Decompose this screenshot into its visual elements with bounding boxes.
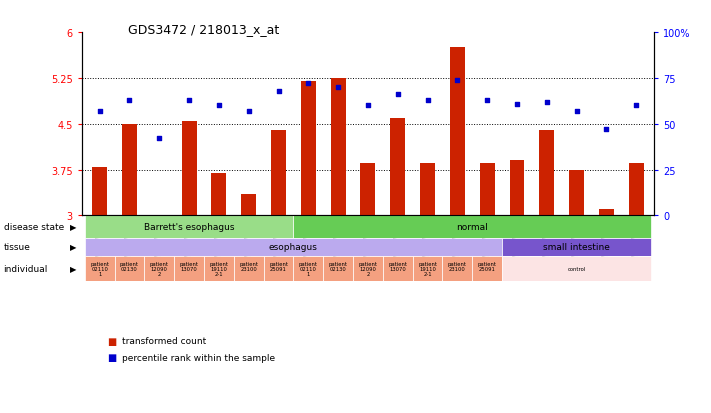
Point [124,97,135,104]
Point [481,97,493,104]
Text: patient
25091: patient 25091 [269,261,288,276]
Text: normal: normal [456,223,488,232]
Bar [570,170,584,216]
Bar [540,131,555,216]
Bar [85,256,114,281]
Point [631,103,642,109]
Text: ■: ■ [107,352,116,362]
Point [392,92,403,98]
Point [451,77,463,84]
Point [601,127,612,133]
Point [333,85,344,91]
Point [183,97,195,104]
Text: patient
23100: patient 23100 [448,261,467,276]
Bar [234,256,264,281]
Bar [390,119,405,216]
Bar [92,167,107,216]
Text: control: control [567,266,586,271]
Bar [85,216,294,238]
Point [303,81,314,88]
Bar [264,256,294,281]
Bar [294,216,651,238]
Bar [629,164,643,216]
Point [362,103,374,109]
Bar [301,82,316,216]
Text: ▶: ▶ [70,264,77,273]
Text: patient
02110
1: patient 02110 1 [90,261,109,276]
Bar [85,238,502,256]
Text: ■: ■ [107,336,116,346]
Point [422,97,433,104]
Text: patient
19110
2-1: patient 19110 2-1 [210,261,228,276]
Bar [472,256,502,281]
Bar [450,48,465,216]
Bar [360,164,375,216]
Text: individual: individual [4,264,48,273]
Bar [181,121,196,216]
Text: patient
25091: patient 25091 [478,261,497,276]
Text: patient
02130: patient 02130 [328,261,348,276]
Text: transformed count: transformed count [122,336,206,345]
Bar [331,79,346,216]
Bar [353,256,383,281]
Point [571,108,582,115]
Text: ▶: ▶ [70,223,77,232]
Bar [412,256,442,281]
Text: patient
02110
1: patient 02110 1 [299,261,318,276]
Text: patient
02130: patient 02130 [120,261,139,276]
Text: patient
12090
2: patient 12090 2 [150,261,169,276]
Bar [502,238,651,256]
Bar [114,256,144,281]
Point [541,99,552,106]
Bar [174,256,204,281]
Point [154,136,165,142]
Text: disease state: disease state [4,223,64,232]
Text: patient
13070: patient 13070 [180,261,198,276]
Bar [442,256,472,281]
Point [511,101,523,108]
Text: Barrett's esophagus: Barrett's esophagus [144,223,235,232]
Text: percentile rank within the sample: percentile rank within the sample [122,353,275,362]
Bar [122,124,137,216]
Point [94,108,105,115]
Bar [510,161,525,216]
Text: patient
13070: patient 13070 [388,261,407,276]
Bar [480,164,495,216]
Text: patient
19110
2-1: patient 19110 2-1 [418,261,437,276]
Bar [204,256,234,281]
Text: esophagus: esophagus [269,243,318,252]
Text: GDS3472 / 218013_x_at: GDS3472 / 218013_x_at [128,23,279,36]
Text: ▶: ▶ [70,243,77,252]
Text: small intestine: small intestine [543,243,610,252]
Bar [271,131,286,216]
Point [213,103,225,109]
Bar [599,210,614,216]
Text: patient
23100: patient 23100 [239,261,258,276]
Text: patient
12090
2: patient 12090 2 [358,261,378,276]
Point [243,108,255,115]
Bar [420,164,435,216]
Bar [502,256,651,281]
Text: tissue: tissue [4,243,31,252]
Bar [383,256,412,281]
Bar [144,256,174,281]
Point [273,88,284,95]
Bar [324,256,353,281]
Bar [211,173,226,216]
Bar [294,256,324,281]
Bar [241,195,256,216]
